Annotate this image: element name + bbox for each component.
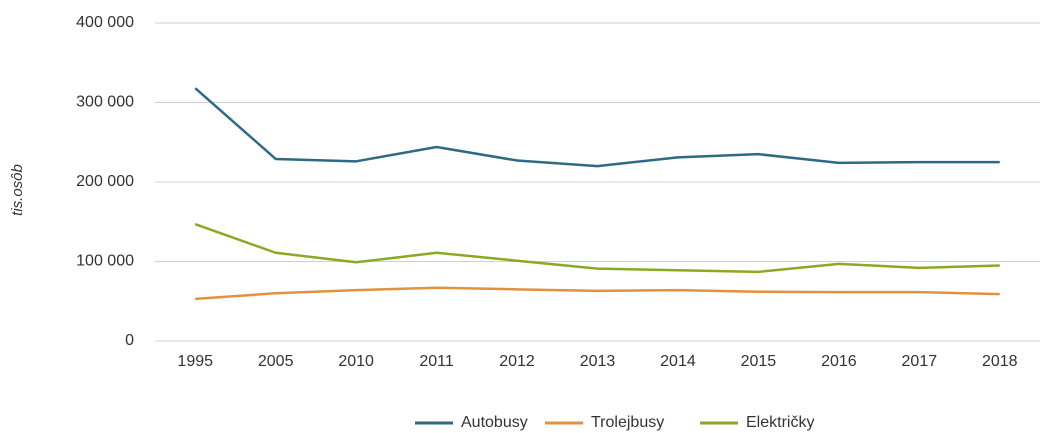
x-tick-label: 2010	[338, 353, 374, 370]
x-tick-label: 2014	[660, 353, 696, 370]
y-tick-label: 400 000	[76, 14, 134, 31]
series-line	[195, 286, 1000, 301]
x-tick-label: 2017	[902, 353, 938, 370]
x-tick-label: 2016	[821, 353, 857, 370]
series-line	[194, 222, 1000, 274]
y-axis-label: tis.osôb	[9, 164, 26, 216]
legend-label: Električky	[746, 414, 814, 431]
y-tick-label: 200 000	[76, 173, 134, 190]
y-tick-label: 300 000	[76, 94, 134, 111]
x-tick-label: 1995	[177, 353, 213, 370]
y-tick-label: 100 000	[76, 253, 134, 270]
series-line	[194, 87, 1000, 168]
legend-label: Autobusy	[461, 414, 528, 431]
x-tick-label: 2012	[499, 353, 535, 370]
x-tick-label: 2015	[741, 353, 777, 370]
x-tick-label: 2005	[258, 353, 294, 370]
x-tick-label: 2013	[580, 353, 616, 370]
x-tick-label: 2018	[982, 353, 1018, 370]
x-tick-label: 2011	[419, 353, 454, 370]
legend-label: Trolejbusy	[591, 414, 664, 431]
y-tick-label: 0	[125, 332, 134, 349]
